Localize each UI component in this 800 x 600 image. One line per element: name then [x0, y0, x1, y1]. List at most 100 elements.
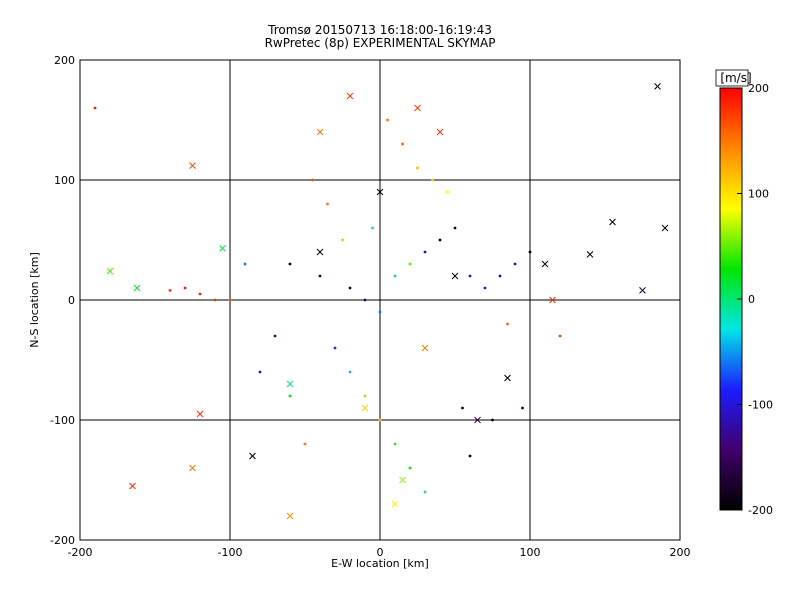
scatter-point: [401, 142, 404, 146]
scatter-cross-point: [189, 162, 196, 169]
scatter-cross-point: [451, 272, 459, 280]
x-axis-label: E-W location [km]: [331, 557, 429, 570]
y-tick-label: -200: [50, 534, 75, 547]
scatter-point: [363, 298, 367, 302]
scatter-cross-point: [316, 128, 324, 136]
scatter-point: [378, 310, 382, 314]
scatter-point: [393, 442, 397, 446]
scatter-point: [288, 394, 292, 398]
scatter-cross-point: [549, 296, 556, 304]
scatter-cross-point: [249, 452, 256, 460]
scatter-point: [213, 298, 217, 302]
scatter-cross-point: [661, 224, 669, 232]
y-axis-label: N-S location [km]: [28, 252, 41, 348]
scatter-cross-point: [129, 482, 136, 490]
data-points: [93, 83, 669, 520]
scatter-cross-point: [189, 464, 196, 472]
scatter-point: [468, 274, 472, 278]
color-scale-tick-label: 200: [748, 82, 769, 95]
x-tick-label: 0: [377, 546, 384, 559]
scatter-point: [521, 406, 524, 410]
y-axis: -200 -100 0 100 200: [50, 54, 86, 547]
scatter-point: [483, 286, 487, 290]
x-axis: -200 -100 0 100 200: [68, 534, 691, 559]
chart-subtitle: RwPretec (8p) EXPERIMENTAL SKYMAP: [264, 36, 496, 50]
scatter-point: [303, 442, 307, 446]
scatter-cross-point: [421, 344, 429, 352]
scatter-point: [258, 370, 262, 374]
scatter-point: [371, 226, 374, 230]
scatter-point: [438, 238, 442, 242]
scatter-cross-point: [414, 104, 421, 112]
scatter-point: [408, 262, 412, 266]
scatter-point: [168, 289, 172, 292]
color-scale-tick-label: 0: [748, 293, 755, 306]
scatter-point: [528, 250, 532, 254]
scatter-point: [363, 394, 367, 398]
color-scale-tick-label: 100: [748, 188, 769, 201]
color-scale-unit-label: [m/s]: [720, 71, 751, 85]
y-tick-label: -100: [50, 414, 75, 427]
color-scale-bar: 200 100 0 -100 -200: [715, 69, 773, 517]
color-scale-unit-box: [715, 69, 749, 87]
scatter-cross-point: [286, 512, 294, 520]
scatter-cross-point: [654, 83, 661, 90]
scatter-point: [468, 454, 472, 458]
scatter-point: [513, 262, 517, 266]
scatter-point: [243, 262, 247, 266]
scatter-point: [326, 202, 329, 206]
scatter-point: [423, 490, 427, 494]
scatter-point: [446, 190, 449, 194]
scatter-point: [491, 418, 494, 422]
scatter-point: [273, 334, 277, 338]
scatter-cross-point: [541, 260, 549, 268]
grid-lines: [80, 60, 680, 540]
scatter-cross-point: [474, 416, 481, 424]
scatter-cross-point: [436, 128, 444, 136]
scatter-point: [333, 346, 337, 350]
scatter-cross-point: [361, 404, 369, 412]
scatter-cross-point: [376, 188, 384, 196]
scatter-point: [506, 322, 509, 326]
scatter-cross-point: [316, 248, 324, 256]
color-scale-tick-label: -100: [748, 399, 773, 412]
chart-title: Tromsø 20150713 16:18:00-16:19:43: [268, 23, 492, 37]
scatter-cross-point: [196, 410, 204, 418]
scatter-cross-point: [133, 284, 141, 292]
scatter-cross-point: [106, 267, 114, 275]
scatter-point: [461, 406, 464, 410]
scatter-cross-point: [504, 374, 511, 382]
scatter-point: [498, 274, 502, 278]
scatter-point: [198, 292, 202, 296]
scatter-cross-point: [639, 287, 646, 294]
scatter-cross-point: [399, 476, 406, 484]
scatter-cross-point: [391, 500, 399, 508]
scatter-point: [431, 178, 434, 182]
scatter-cross-point: [609, 218, 616, 226]
scatter-point: [93, 106, 97, 110]
x-tick-label: 100: [520, 546, 541, 559]
scatter-cross-point: [219, 245, 226, 252]
color-scale-tick-label: -200: [748, 504, 773, 517]
x-tick-label: -100: [218, 546, 243, 559]
scatter-point: [453, 226, 457, 230]
scatter-point: [386, 118, 389, 122]
scatter-cross-point: [286, 380, 294, 388]
scatter-point: [318, 274, 322, 278]
scatter-point: [423, 250, 427, 254]
y-tick-label: 0: [68, 294, 75, 307]
scatter-point: [348, 370, 352, 374]
x-tick-label: -200: [68, 546, 93, 559]
scatter-point: [228, 298, 232, 302]
scatter-point: [311, 178, 314, 182]
scatter-point: [348, 286, 352, 290]
x-tick-label: 200: [670, 546, 691, 559]
scatter-point: [378, 418, 382, 422]
scatter-point: [408, 466, 412, 470]
y-tick-label: 200: [54, 54, 75, 67]
scatter-point: [393, 274, 397, 278]
scatter-point: [288, 262, 292, 266]
scatter-point: [558, 334, 562, 338]
y-tick-label: 100: [54, 174, 75, 187]
